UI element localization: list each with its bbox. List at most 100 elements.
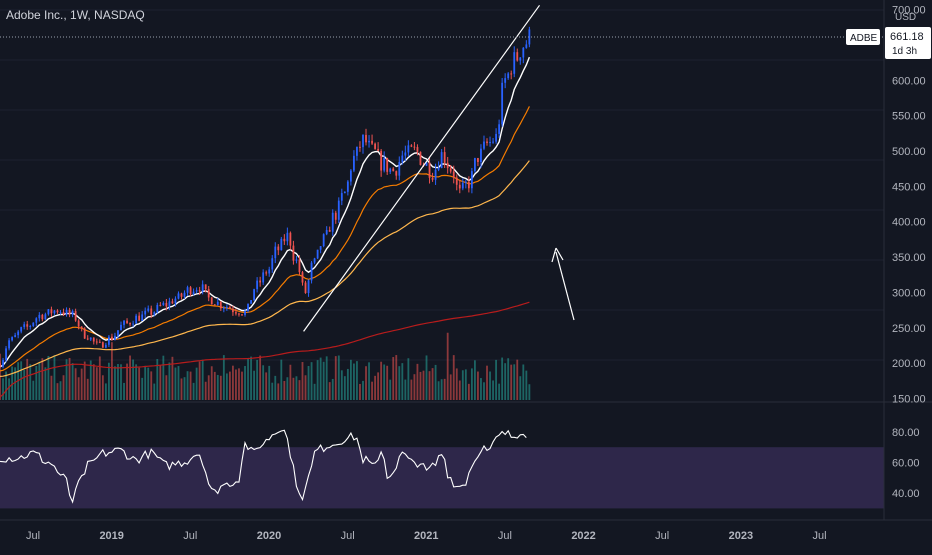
- volume-bar: [310, 362, 313, 400]
- time-tick-label: Jul: [26, 530, 40, 542]
- volume-bar: [83, 361, 86, 400]
- volume-bar: [492, 380, 494, 400]
- volume-bar: [349, 359, 352, 400]
- time-tick-label: Jul: [812, 530, 826, 542]
- volume-bar: [111, 342, 113, 400]
- volume-bar: [14, 367, 17, 400]
- volume-bar: [171, 356, 174, 400]
- candle-body: [159, 304, 162, 306]
- volume-bar: [156, 359, 159, 400]
- volume-bar: [416, 363, 419, 400]
- candle-body: [180, 293, 183, 297]
- candles[interactable]: [0, 26, 531, 369]
- sma-long-line: [0, 301, 530, 398]
- volume-bar: [129, 355, 131, 400]
- volume-bar: [159, 365, 162, 400]
- candle-body: [41, 314, 44, 320]
- candle-body: [343, 191, 346, 194]
- candle-body: [413, 146, 416, 148]
- candle-body: [449, 168, 452, 172]
- candle-body: [213, 304, 216, 306]
- volume-bar: [316, 360, 319, 400]
- volume-bar: [247, 357, 249, 400]
- volume-bar: [359, 383, 361, 400]
- volume-bar: [489, 371, 491, 400]
- volume-bar: [501, 357, 504, 400]
- volume-bar: [483, 382, 485, 400]
- volume-bar: [528, 384, 531, 400]
- candle-body: [474, 158, 476, 172]
- volume-bar: [470, 368, 473, 400]
- candle-body: [89, 337, 92, 340]
- volume-bar: [513, 364, 516, 400]
- candle-body: [92, 337, 95, 342]
- time-tick-label: Jul: [341, 530, 355, 542]
- volume-bar: [29, 364, 32, 400]
- candle-body: [219, 301, 222, 309]
- price-tick-label: 300.00: [892, 287, 926, 299]
- annotation-arrow-shaft: [555, 251, 575, 321]
- volume-bar: [59, 381, 62, 400]
- volume-bar: [486, 365, 488, 400]
- candle-body: [319, 246, 322, 250]
- annotation-arrow-head: [551, 247, 564, 263]
- price-tick-label: 700.00: [892, 5, 926, 17]
- candle-body: [395, 171, 398, 176]
- candle-body: [192, 291, 195, 295]
- volume-bar: [331, 378, 334, 400]
- symbol-label: ADBE: [850, 33, 878, 44]
- candle-body: [271, 258, 274, 270]
- volume-bar: [371, 381, 373, 400]
- volume-bar: [77, 377, 80, 400]
- candle-body: [377, 148, 380, 151]
- candle-body: [359, 146, 361, 148]
- axes: 700.00 600.00 550.00 500.00 450.00 400.00 350.…: [0, 0, 932, 542]
- candle-body: [153, 312, 156, 315]
- volume-bar: [174, 367, 177, 400]
- candle-body: [434, 169, 437, 180]
- volume-bar: [259, 355, 262, 400]
- candle-body: [80, 326, 83, 329]
- volume-bar: [86, 378, 89, 400]
- volume-bar: [428, 371, 431, 400]
- candle-body: [104, 344, 107, 348]
- volume-bar: [474, 360, 476, 400]
- volume-bar: [343, 376, 346, 400]
- candle-body: [244, 310, 246, 315]
- volume-bar: [65, 359, 68, 400]
- volume-bar: [26, 358, 29, 400]
- candle-body: [513, 52, 516, 74]
- volume-bar: [216, 374, 219, 400]
- volume-bar: [117, 364, 119, 400]
- candle-body: [0, 363, 1, 367]
- candle-body: [268, 269, 271, 274]
- volume-bar: [32, 380, 35, 400]
- volume-bar: [507, 358, 510, 400]
- countdown-value: 1d 3h: [892, 46, 917, 57]
- candle-body: [452, 171, 455, 178]
- volume-bar: [265, 372, 268, 400]
- time-tick-label: 2019: [99, 530, 123, 542]
- candle-body: [416, 147, 419, 152]
- candle-body: [480, 148, 482, 163]
- candle-body: [259, 280, 262, 283]
- volume-bar: [41, 358, 44, 400]
- candle-body: [29, 325, 32, 327]
- candle-body: [483, 141, 485, 149]
- candle-body: [250, 300, 252, 304]
- price-tick-label: 450.00: [892, 181, 926, 193]
- candle-body: [425, 162, 428, 166]
- candle-body: [349, 170, 352, 182]
- candle-body: [74, 310, 77, 321]
- moving-averages: [0, 56, 531, 398]
- candle-body: [32, 322, 35, 326]
- candle-body: [525, 44, 528, 48]
- time-tick-label: Jul: [183, 530, 197, 542]
- volume-bar: [244, 366, 246, 400]
- currency-label: USD: [895, 12, 916, 23]
- candle-body: [262, 272, 265, 283]
- candle-body: [431, 177, 434, 180]
